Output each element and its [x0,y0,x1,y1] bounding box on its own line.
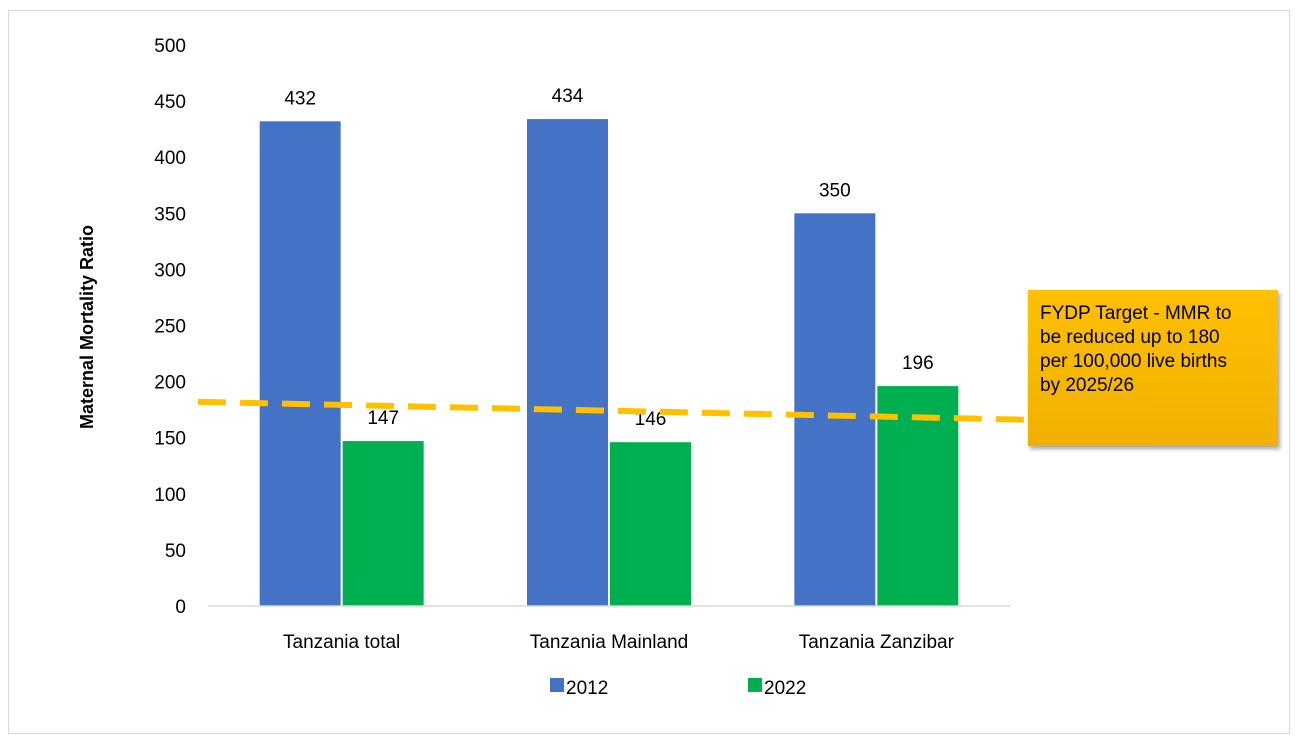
y-axis-label: Maternal Mortality Ratio [77,225,97,429]
x-tick-label: Tanzania Zanzibar [799,632,955,653]
data-label: 146 [635,409,667,430]
data-label: 434 [552,86,584,107]
legend-label: 2022 [764,678,806,699]
y-tick-label: 500 [154,36,186,57]
chart-frame [8,10,1290,734]
y-tick-label: 100 [154,485,186,506]
y-tick-label: 150 [154,429,186,450]
bar-2012 [794,213,876,607]
x-tick-label: Tanzania total [283,632,400,653]
y-tick-label: 350 [154,204,186,225]
bar-2012 [259,121,341,607]
annotation-line-4: by 2025/26 [1040,375,1135,396]
annotation-line-2: be reduced up to 180 [1040,327,1220,348]
annotation-line-3: per 100,000 live births [1040,351,1227,372]
target-line [197,398,1027,423]
x-tick-label: Tanzania Mainland [530,632,688,653]
legend-swatch [748,678,762,692]
legend-label: 2012 [566,678,608,699]
data-label: 196 [902,353,934,374]
bar-2022 [342,441,424,606]
bar-2022 [877,386,959,606]
bar-2022 [610,442,691,606]
y-tick-label: 50 [165,541,186,562]
data-label: 350 [819,180,851,201]
y-tick-label: 400 [154,148,186,169]
y-tick-label: 300 [154,260,186,281]
target-annotation: FYDP Target - MMR to be reduced up to 18… [1028,290,1278,446]
y-tick-label: 200 [154,373,186,394]
annotation-line-1: FYDP Target - MMR to [1040,303,1232,324]
legend: 2012 2022 [550,678,806,699]
y-axis-ticks: 0 50 100 150 200 250 300 350 400 450 500 [154,36,186,618]
x-axis-ticks: Tanzania total Tanzania Mainland Tanzania … [283,632,955,653]
data-label: 432 [284,88,316,109]
y-tick-label: 450 [154,92,186,113]
bars: 432 147 434 146 350 196 [259,86,959,607]
y-tick-label: 250 [154,317,186,338]
y-tick-label: 0 [175,597,186,618]
legend-swatch [550,678,564,692]
data-label: 147 [367,408,399,429]
bar-2012 [527,119,608,606]
